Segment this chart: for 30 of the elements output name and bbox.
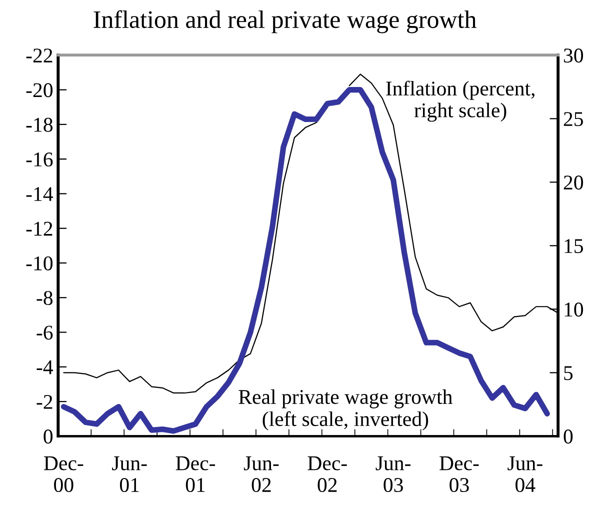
y2-tick-label: 0 [564, 430, 573, 444]
y-tick-label: -18 [26, 118, 53, 132]
x-tick-label: Dec- 00 [44, 456, 84, 492]
y2-tick-label: 30 [564, 48, 584, 63]
y-tick-label: -2 [36, 394, 52, 409]
y2-tick-label: 25 [564, 112, 584, 126]
y-tick-label: -8 [36, 290, 53, 306]
y-tick-label: -4 [36, 360, 53, 374]
x-tick-label: Jun- 04 [508, 456, 542, 492]
y-tick-label: -14 [26, 187, 53, 201]
y2-tick-label: 5 [564, 366, 573, 380]
x-tick-label: Dec- 03 [440, 456, 479, 492]
y-tick-label: -6 [36, 326, 53, 340]
y-tick-label: -10 [26, 256, 53, 270]
y2-tick-label: 15 [564, 239, 584, 254]
x-tick-label: Jun- 03 [376, 456, 410, 492]
chart-title: Inflation and real private wage growth [94, 10, 476, 34]
x-tick-label: Dec- 01 [176, 456, 216, 492]
y-tick-label: -12 [26, 222, 52, 236]
y-tick-label: -16 [26, 152, 53, 166]
annotation: Real private wage growth (left scale, inverted) [238, 389, 452, 430]
y-tick-label: 0 [44, 430, 53, 444]
y-tick-label: -22 [26, 48, 52, 62]
annotation: Inflation (percent, right scale) [386, 80, 534, 122]
x-tick-label: Dec- 02 [308, 456, 347, 492]
y2-tick-label: 10 [564, 302, 584, 317]
x-tick-label: Jun- 01 [112, 456, 147, 492]
x-tick-label: Jun- 02 [244, 456, 279, 492]
y2-tick-label: 20 [564, 176, 584, 190]
y-tick-label: -20 [26, 83, 53, 98]
